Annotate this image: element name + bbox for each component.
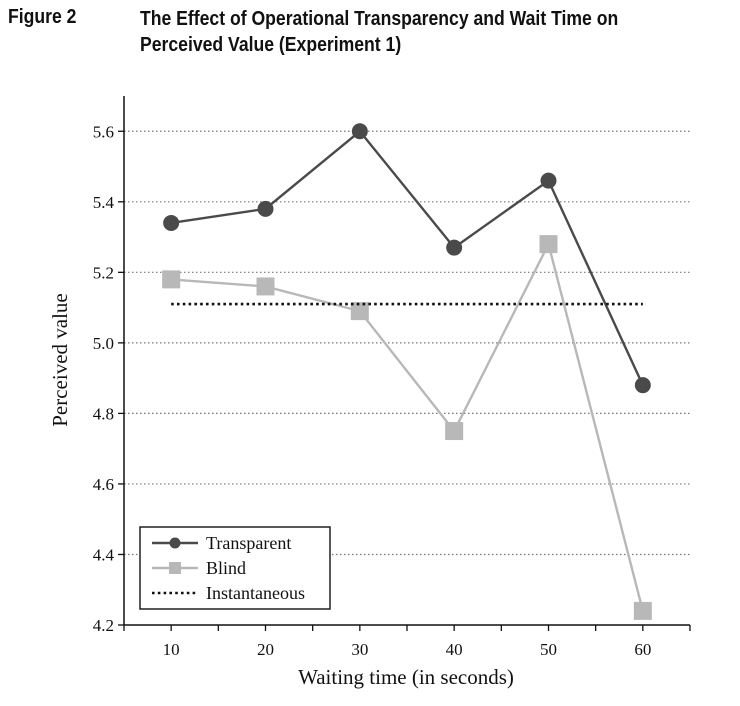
axes: 4.2 4.4 4.6 4.8 5.0 5.2 5.4 5.6 10 20 30 40 50 60 [93, 96, 691, 659]
point-transparent-20 [257, 200, 274, 217]
point-blind-10 [162, 270, 181, 289]
series-line-blind [171, 240, 644, 612]
legend-label-instantaneous: Instantaneous [206, 583, 305, 603]
point-transparent-40 [446, 239, 463, 256]
legend-marker-transparent [169, 537, 181, 549]
point-blind-50 [539, 235, 558, 254]
point-transparent-30 [351, 123, 368, 140]
gridlines [124, 130, 690, 556]
y-tick-label-3: 4.8 [93, 404, 114, 423]
y-tick-label-2: 4.6 [93, 475, 114, 494]
x-tick-label-4: 50 [540, 640, 557, 659]
point-transparent-10 [163, 214, 180, 231]
legend: Transparent Blind Instantaneous [139, 526, 331, 610]
series [162, 123, 652, 620]
x-tick-label-5: 60 [634, 640, 651, 659]
figure-label: Figure 2 [8, 6, 77, 28]
legend-label-blind: Blind [206, 558, 246, 578]
y-tick-label-7: 5.6 [93, 122, 114, 141]
y-tick-label-4: 5.0 [93, 334, 114, 353]
y-axis-title: Perceived value [48, 293, 72, 427]
point-blind-40 [445, 422, 464, 441]
legend-label-transparent: Transparent [206, 533, 291, 553]
point-transparent-50 [540, 172, 557, 189]
x-axis-title: Waiting time (in seconds) [298, 665, 514, 689]
y-tick-label-5: 5.2 [93, 263, 114, 282]
point-transparent-60 [634, 377, 651, 394]
figure-title-line-1: The Effect of Operational Transparency a… [140, 8, 619, 30]
y-tick-label-0: 4.2 [93, 616, 114, 635]
point-blind-20 [256, 277, 275, 296]
x-tick-label-1: 20 [257, 640, 274, 659]
figure-title: The Effect of Operational Transparency a… [140, 6, 668, 58]
x-tick-label-0: 10 [163, 640, 180, 659]
y-tick-label-1: 4.4 [93, 545, 115, 564]
figure-title-line-2: Perceived Value (Experiment 1) [140, 34, 402, 56]
y-tick-label-6: 5.4 [93, 193, 115, 212]
x-tick-label-2: 30 [351, 640, 368, 659]
legend-marker-blind [169, 562, 181, 574]
x-tick-label-3: 40 [446, 640, 463, 659]
series-line-transparent [170, 129, 644, 386]
point-blind-30 [350, 302, 369, 321]
point-blind-60 [633, 601, 652, 620]
